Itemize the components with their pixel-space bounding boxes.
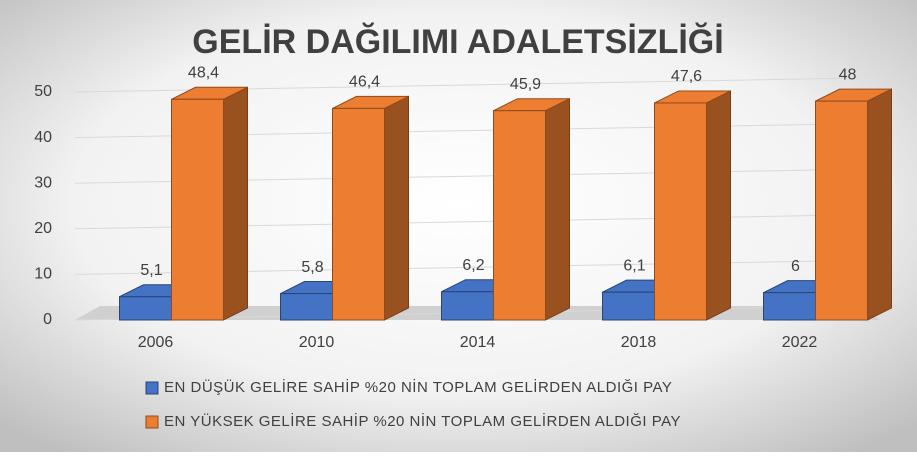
value-label: 6	[791, 258, 800, 275]
y-tick-label: 40	[34, 129, 52, 146]
x-tick-label: 2010	[299, 334, 335, 351]
y-tick-label: 0	[43, 311, 52, 328]
chart-title: GELİR DAĞILIMI ADALETSİZLİĞİ	[192, 23, 723, 61]
x-tick-label: 2006	[138, 334, 174, 351]
bar-side	[545, 97, 570, 321]
legend-swatch	[145, 381, 159, 395]
x-tick-label: 2022	[782, 334, 818, 351]
y-tick-label: 30	[34, 174, 52, 191]
bar	[119, 296, 172, 321]
y-tick-label: 20	[34, 220, 52, 237]
bar	[441, 291, 494, 321]
bar	[332, 107, 385, 321]
value-label: 45,9	[510, 76, 541, 93]
value-label: 46,4	[349, 74, 380, 91]
bar	[763, 292, 816, 321]
bar	[654, 102, 707, 321]
x-tick-label: 2014	[460, 334, 496, 351]
value-label: 48	[839, 66, 857, 83]
legend-label: EN DÜŞÜK GELİRE SAHİP %20 NİN TOPLAM GEL…	[164, 378, 672, 396]
value-label: 48,4	[188, 65, 219, 82]
bar-side	[867, 88, 892, 321]
bar	[815, 100, 868, 321]
bar	[493, 110, 546, 321]
bar	[171, 98, 224, 321]
x-tick-label: 2018	[621, 334, 657, 351]
value-label: 5,8	[301, 259, 323, 276]
legend-label: EN YÜKSEK GELİRE SAHİP %20 NİN TOPLAM GE…	[164, 412, 681, 430]
legend-swatch	[145, 415, 159, 429]
bar-side	[706, 90, 731, 321]
value-label: 5,1	[140, 262, 162, 279]
bar	[602, 291, 655, 321]
value-label: 6,2	[462, 257, 484, 274]
bar	[280, 293, 333, 321]
bar-side	[384, 95, 409, 321]
y-tick-label: 10	[34, 266, 52, 283]
value-label: 6,1	[623, 257, 645, 274]
value-label: 47,6	[671, 68, 702, 85]
y-tick-label: 50	[34, 83, 52, 100]
bar-side	[223, 86, 248, 321]
